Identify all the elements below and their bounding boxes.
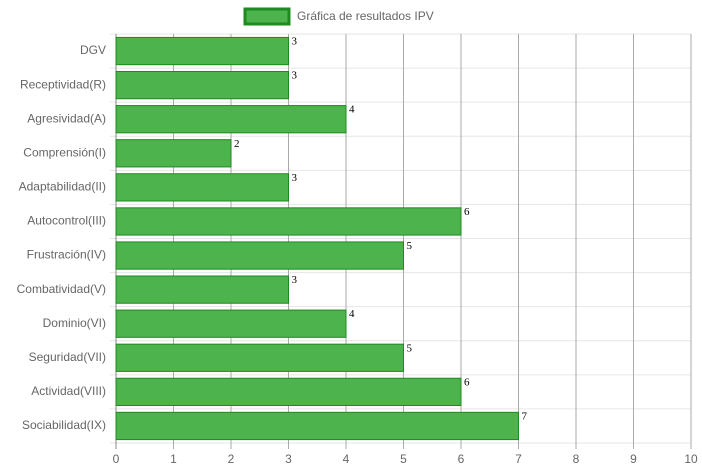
- bar: [115, 139, 232, 168]
- y-tick-label: Comprensión(I): [23, 145, 106, 159]
- value-label: 5: [407, 240, 413, 252]
- x-tick-label: 5: [400, 452, 407, 466]
- value-label: 3: [292, 70, 298, 82]
- bar: [115, 36, 289, 66]
- value-label: 3: [292, 172, 298, 184]
- bar: [115, 207, 462, 236]
- legend-label: Gráfica de resultados IPV: [297, 9, 434, 23]
- bar: [115, 70, 289, 100]
- bar: [115, 275, 289, 304]
- y-tick-label: Sociabilidad(IX): [22, 418, 106, 432]
- bar: [115, 377, 462, 407]
- bar: [115, 343, 404, 372]
- y-tick-label: Frustración(IV): [27, 248, 106, 262]
- bar: [115, 309, 347, 338]
- x-tick-label: 3: [285, 452, 292, 466]
- y-tick-label: Dominio(VI): [43, 316, 106, 330]
- x-tick-label: 1: [170, 452, 177, 466]
- value-label: 4: [349, 104, 355, 116]
- value-label: 7: [522, 410, 528, 422]
- x-tick-label: 9: [630, 452, 637, 466]
- y-tick-label: Seguridad(VII): [29, 350, 106, 364]
- value-label: 6: [464, 206, 470, 218]
- value-label: 3: [292, 36, 298, 48]
- y-tick-label: Receptividad(R): [20, 77, 106, 91]
- bar: [115, 241, 404, 270]
- value-label: 2: [234, 138, 240, 150]
- x-tick-label: 4: [343, 452, 350, 466]
- legend-swatch: [243, 7, 291, 26]
- x-tick-label: 0: [113, 452, 120, 466]
- bar: [115, 411, 519, 441]
- bar: [115, 105, 347, 134]
- value-label: 3: [292, 274, 298, 286]
- x-tick-label: 10: [684, 452, 698, 466]
- y-tick-label: Agresividad(A): [27, 111, 106, 125]
- x-tick-label: 2: [228, 452, 235, 466]
- y-tick-label: Adaptabilidad(II): [19, 180, 106, 194]
- value-label: 5: [407, 342, 413, 354]
- y-tick-label: Actividad(VIII): [31, 384, 106, 398]
- y-tick-label: Combatividad(V): [17, 282, 106, 296]
- y-tick-label: Autocontrol(III): [27, 214, 106, 228]
- value-label: 4: [349, 308, 355, 320]
- x-tick-label: 7: [515, 452, 522, 466]
- y-tick-label: DGV: [80, 43, 106, 57]
- value-label: 6: [464, 376, 470, 388]
- x-tick-label: 6: [458, 452, 465, 466]
- bar: [115, 173, 289, 202]
- x-tick-label: 8: [573, 452, 580, 466]
